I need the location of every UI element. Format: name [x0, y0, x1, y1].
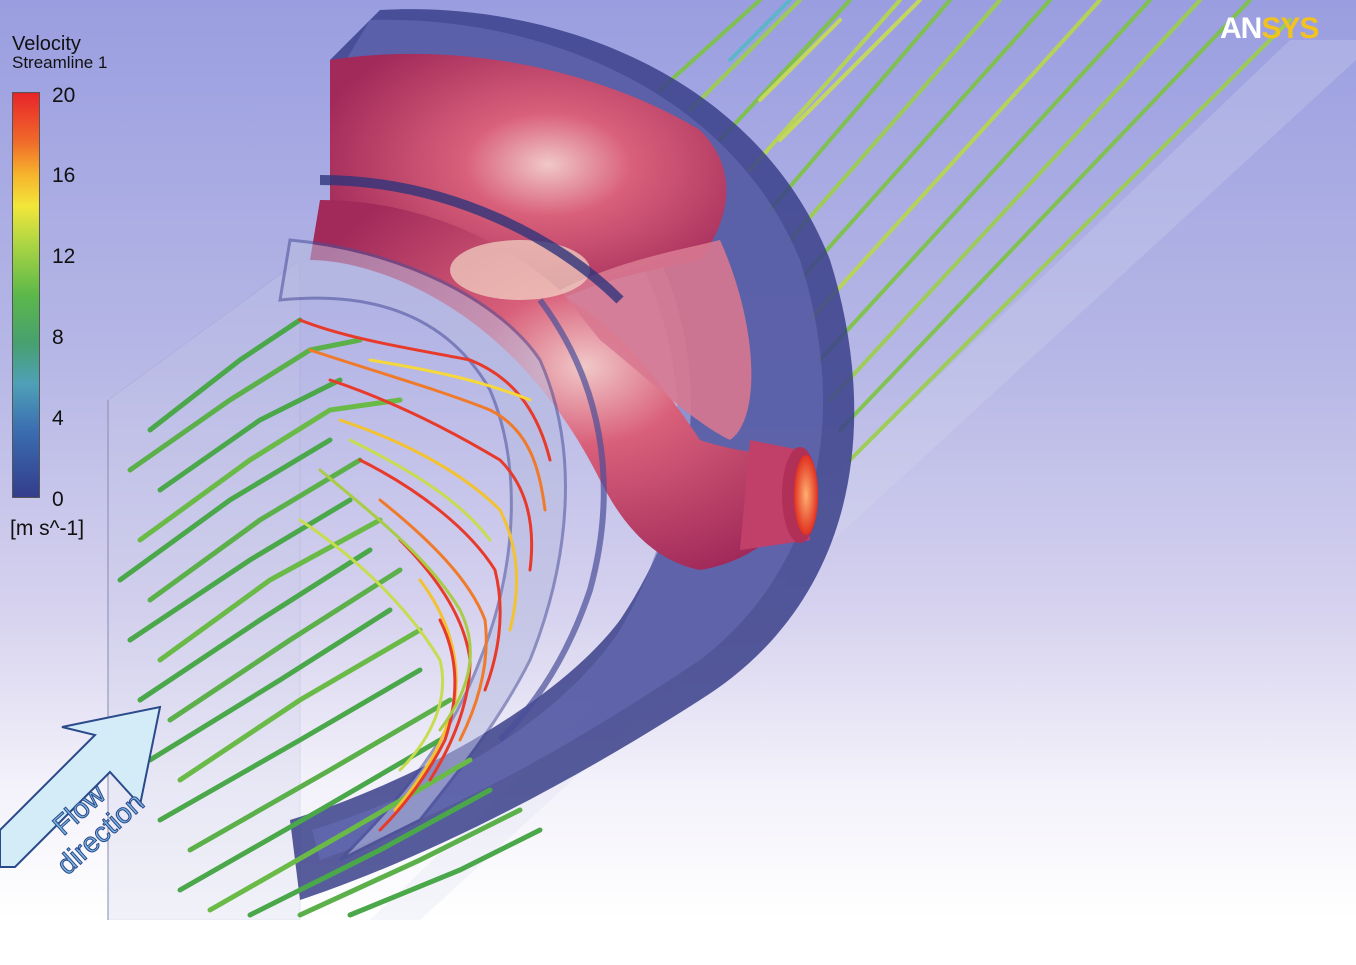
logo-part-sys: SYS [1261, 12, 1319, 45]
legend-tick: 20 [52, 84, 76, 107]
streamlines-inlet [117, 317, 543, 918]
impeller-ring [278, 175, 624, 862]
pump-render [0, 0, 1292, 920]
legend-unit: [m s^-1] [10, 517, 85, 540]
legend-tick: 16 [52, 164, 76, 187]
legend-variable: Streamline 1 [12, 53, 108, 72]
impeller-body [310, 53, 810, 570]
outlet-hub [740, 440, 818, 550]
velocity-colorbar [12, 92, 40, 498]
ansys-logo: ANSYS [1220, 12, 1319, 46]
flow-direction-arrow [0, 705, 162, 868]
legend-tick: 8 [52, 326, 64, 349]
legend-tick: 0 [52, 488, 64, 511]
streamlines-outer [658, 0, 1292, 462]
logo-part-an: AN [1220, 12, 1262, 45]
streamlines-core [298, 318, 552, 832]
legend-tick: 12 [52, 245, 76, 268]
legend-tick: 4 [52, 407, 64, 430]
legend-title: Velocity [12, 33, 81, 55]
